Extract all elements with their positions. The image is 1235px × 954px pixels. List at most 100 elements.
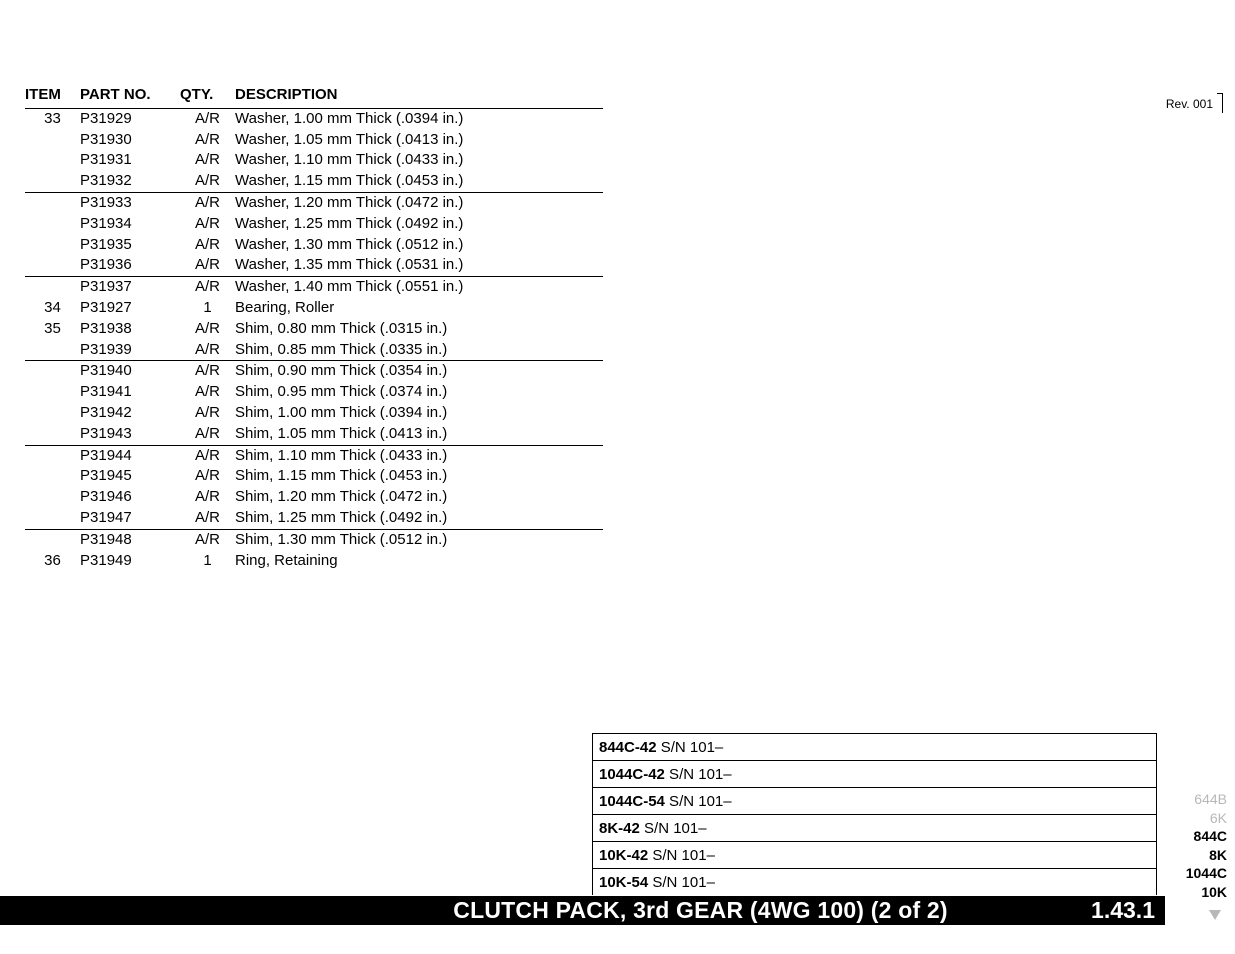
cell-item (25, 424, 80, 445)
cell-desc: Shim, 1.30 mm Thick (.0512 in.) (235, 530, 603, 551)
cell-part: P31934 (80, 214, 180, 235)
table-row: 35P31938A/RShim, 0.80 mm Thick (.0315 in… (25, 319, 603, 340)
table-group: P31933A/RWasher, 1.20 mm Thick (.0472 in… (25, 193, 603, 277)
serial-sn: S/N 101– (665, 766, 732, 783)
cell-part: P31948 (80, 530, 180, 551)
model-tab[interactable]: 8K (1171, 846, 1227, 865)
cell-qty: A/R (180, 235, 235, 256)
cell-item (25, 214, 80, 235)
cell-part: P31937 (80, 277, 180, 298)
cell-desc: Ring, Retaining (235, 551, 603, 572)
cell-desc: Shim, 1.20 mm Thick (.0472 in.) (235, 487, 603, 508)
table-row: P31943A/RShim, 1.05 mm Thick (.0413 in.) (25, 424, 603, 445)
cell-qty: A/R (180, 193, 235, 214)
serial-row: 1044C-42 S/N 101– (592, 760, 1157, 787)
table-row: P31948A/RShim, 1.30 mm Thick (.0512 in.) (25, 530, 603, 551)
cell-part: P31935 (80, 235, 180, 256)
cell-part: P31939 (80, 340, 180, 361)
cell-part: P31947 (80, 508, 180, 529)
cell-desc: Washer, 1.30 mm Thick (.0512 in.) (235, 235, 603, 256)
serial-row: 844C-42 S/N 101– (592, 733, 1157, 760)
table-group: P31944A/RShim, 1.10 mm Thick (.0433 in.)… (25, 446, 603, 530)
cell-item (25, 235, 80, 256)
cell-part: P31944 (80, 446, 180, 467)
col-header-description: DESCRIPTION (235, 85, 603, 106)
cell-desc: Bearing, Roller (235, 298, 603, 319)
table-row: P31934A/RWasher, 1.25 mm Thick (.0492 in… (25, 214, 603, 235)
model-tab[interactable]: 844C (1171, 827, 1227, 846)
cell-item (25, 361, 80, 382)
cell-item (25, 255, 80, 276)
serial-sn: S/N 101– (657, 739, 724, 756)
cell-item (25, 382, 80, 403)
cell-desc: Shim, 0.80 mm Thick (.0315 in.) (235, 319, 603, 340)
table-row: P31944A/RShim, 1.10 mm Thick (.0433 in.) (25, 446, 603, 467)
serial-sn: S/N 101– (665, 793, 732, 810)
table-row: P31933A/RWasher, 1.20 mm Thick (.0472 in… (25, 193, 603, 214)
col-header-item: ITEM (25, 85, 80, 106)
model-tab[interactable]: 644B (1171, 790, 1227, 809)
table-row: P31942A/RShim, 1.00 mm Thick (.0394 in.) (25, 403, 603, 424)
serial-sn: S/N 101– (648, 874, 715, 891)
cell-qty: A/R (180, 340, 235, 361)
cell-desc: Washer, 1.05 mm Thick (.0413 in.) (235, 130, 603, 151)
cell-item: 34 (25, 298, 80, 319)
serial-model: 1044C-42 (599, 766, 665, 783)
cell-qty: A/R (180, 361, 235, 382)
cell-desc: Washer, 1.15 mm Thick (.0453 in.) (235, 171, 603, 192)
model-tab[interactable]: 10K (1171, 883, 1227, 902)
cell-item (25, 277, 80, 298)
cell-item (25, 466, 80, 487)
model-tab[interactable]: 1044C (1171, 864, 1227, 883)
cell-item (25, 487, 80, 508)
table-header-row: ITEM PART NO. QTY. DESCRIPTION (25, 85, 603, 109)
serial-model: 10K-54 (599, 874, 648, 891)
serial-model: 844C-42 (599, 739, 657, 756)
table-row: P31937A/RWasher, 1.40 mm Thick (.0551 in… (25, 277, 603, 298)
cell-item (25, 508, 80, 529)
serial-row: 10K-54 S/N 101– (592, 868, 1157, 895)
cell-item (25, 340, 80, 361)
table-group: 33P31929A/RWasher, 1.00 mm Thick (.0394 … (25, 109, 603, 193)
cell-qty: A/R (180, 171, 235, 192)
parts-table: ITEM PART NO. QTY. DESCRIPTION 33P31929A… (25, 85, 603, 571)
cell-qty: A/R (180, 424, 235, 445)
cell-part: P31943 (80, 424, 180, 445)
footer-bar: CLUTCH PACK, 3rd GEAR (4WG 100) (2 of 2)… (0, 896, 1165, 925)
table-row: P31946A/RShim, 1.20 mm Thick (.0472 in.) (25, 487, 603, 508)
table-row: P31940A/RShim, 0.90 mm Thick (.0354 in.) (25, 361, 603, 382)
table-row: P31945A/RShim, 1.15 mm Thick (.0453 in.) (25, 466, 603, 487)
cell-item (25, 150, 80, 171)
model-tabs: 644B6K844C8K1044C10K (1171, 790, 1227, 901)
table-group: P31948A/RShim, 1.30 mm Thick (.0512 in.)… (25, 530, 603, 572)
serial-model: 8K-42 (599, 820, 640, 837)
table-group: P31937A/RWasher, 1.40 mm Thick (.0551 in… (25, 277, 603, 361)
cell-desc: Washer, 1.00 mm Thick (.0394 in.) (235, 109, 603, 130)
cell-part: P31940 (80, 361, 180, 382)
cell-desc: Shim, 1.10 mm Thick (.0433 in.) (235, 446, 603, 467)
cell-desc: Shim, 1.00 mm Thick (.0394 in.) (235, 403, 603, 424)
cell-part: P31931 (80, 150, 180, 171)
col-header-partno: PART NO. (80, 85, 180, 106)
cell-part: P31938 (80, 319, 180, 340)
cell-desc: Shim, 1.25 mm Thick (.0492 in.) (235, 508, 603, 529)
cell-qty: A/R (180, 508, 235, 529)
table-row: P31930A/RWasher, 1.05 mm Thick (.0413 in… (25, 130, 603, 151)
cell-desc: Shim, 0.90 mm Thick (.0354 in.) (235, 361, 603, 382)
table-row: P31947A/RShim, 1.25 mm Thick (.0492 in.) (25, 508, 603, 529)
table-row: P31931A/RWasher, 1.10 mm Thick (.0433 in… (25, 150, 603, 171)
cell-part: P31936 (80, 255, 180, 276)
serial-list: 844C-42 S/N 101–1044C-42 S/N 101–1044C-5… (592, 733, 1157, 895)
serial-row: 1044C-54 S/N 101– (592, 787, 1157, 814)
cell-part: P31933 (80, 193, 180, 214)
cell-part: P31927 (80, 298, 180, 319)
cell-part: P31932 (80, 171, 180, 192)
cell-desc: Washer, 1.35 mm Thick (.0531 in.) (235, 255, 603, 276)
serial-row: 8K-42 S/N 101– (592, 814, 1157, 841)
model-tab[interactable]: 6K (1171, 809, 1227, 828)
cell-qty: 1 (180, 551, 235, 572)
cell-item (25, 403, 80, 424)
cell-item (25, 193, 80, 214)
cell-item: 33 (25, 109, 80, 130)
serial-model: 10K-42 (599, 847, 648, 864)
